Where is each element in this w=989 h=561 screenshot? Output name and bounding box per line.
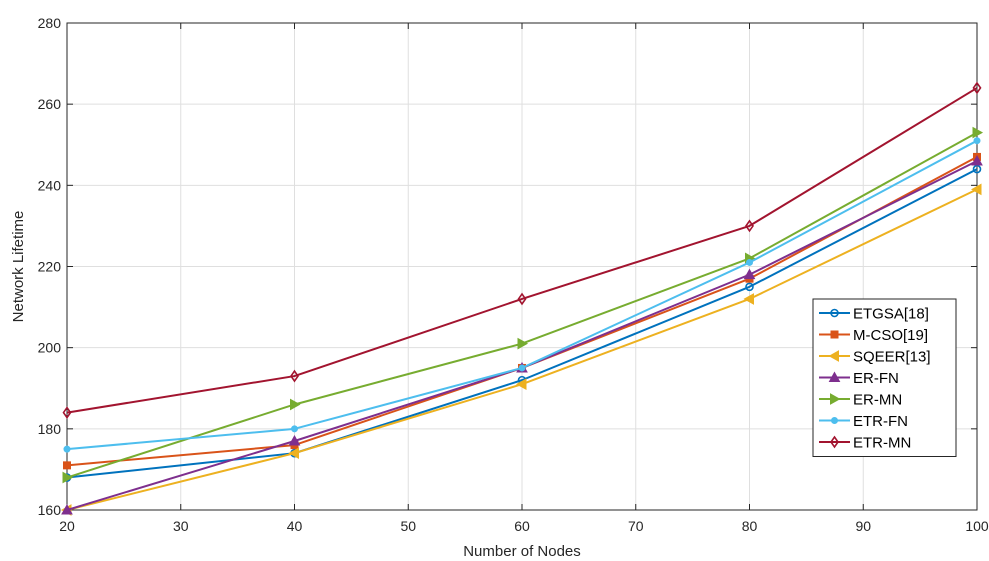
x-tick-label: 70 [628, 518, 644, 534]
data-point [290, 369, 299, 383]
legend-label: ETR-MN [853, 435, 911, 452]
legend-item: ER-MN [819, 392, 902, 409]
data-series [60, 81, 984, 516]
y-tick-label: 160 [38, 502, 62, 518]
data-point [972, 126, 984, 139]
y-tick-label: 200 [38, 340, 62, 356]
series-line [66, 87, 978, 414]
x-tick-label: 30 [173, 518, 189, 534]
data-point [972, 164, 982, 174]
x-tick-label: 60 [514, 518, 530, 534]
legend-label: ER-MN [853, 392, 902, 409]
y-tick-labels: 160 180 200 220 240 260 280 [38, 15, 62, 518]
legend-marker [828, 371, 841, 382]
y-tick-label: 240 [38, 177, 62, 193]
data-point [290, 398, 301, 411]
legend-item: SQEER[13] [819, 349, 931, 366]
x-tick-label: 50 [400, 518, 416, 534]
data-point [515, 378, 527, 391]
legend: ETGSA[18] M-CSO[19] SQEER[13] ER-FN ER-MN ETR… [812, 298, 957, 457]
legend-marker [828, 350, 839, 362]
y-tick-label: 220 [38, 259, 62, 275]
legend-item: ETR-MN [819, 435, 911, 452]
data-point [743, 293, 754, 305]
series-line [66, 168, 978, 479]
x-tick-label: 40 [287, 518, 303, 534]
legend-label: ER-FN [853, 370, 899, 387]
series-er-mn [62, 126, 984, 484]
y-axis-title: Network Lifetime [10, 211, 27, 323]
legend-marker [831, 417, 838, 424]
legend-marker [830, 330, 839, 339]
y-tick-label: 280 [38, 15, 62, 31]
data-point [61, 503, 73, 515]
data-point [745, 219, 754, 233]
x-tick-labels: 20 30 40 50 60 70 80 90 100 [59, 518, 989, 534]
data-point [746, 258, 753, 266]
legend-marker [830, 308, 839, 318]
legend-item: ETR-FN [819, 413, 908, 430]
legend-label: ETGSA[18] [853, 306, 929, 323]
legend-item: M-CSO[19] [819, 327, 928, 344]
legend-marker [830, 435, 839, 449]
data-point [517, 337, 529, 350]
series-etr-fn [63, 137, 981, 453]
data-point [973, 137, 981, 145]
data-point [291, 425, 298, 433]
data-point [63, 445, 71, 453]
data-point [62, 406, 72, 419]
x-tick-label: 90 [855, 518, 871, 534]
data-point [288, 447, 299, 460]
series-etr-mn [62, 81, 982, 419]
legend-item: ER-FN [819, 370, 899, 387]
x-tick-label: 80 [742, 518, 758, 534]
legend-label: SQEER[13] [853, 349, 931, 366]
data-point [971, 154, 983, 166]
x-tick-label: 100 [965, 518, 989, 534]
y-tick-label: 260 [38, 96, 62, 112]
data-point [288, 434, 301, 446]
data-point [970, 183, 982, 196]
data-point [743, 268, 756, 280]
x-axis-title: Number of Nodes [463, 543, 581, 560]
data-point [63, 461, 71, 470]
legend-label: ETR-FN [853, 413, 908, 430]
y-tick-label: 180 [38, 421, 62, 437]
axes [66, 22, 978, 511]
data-point [517, 292, 527, 306]
data-point [972, 81, 982, 95]
legend-label: M-CSO[19] [853, 327, 928, 344]
data-point [745, 282, 754, 292]
legend-item: ETGSA[18] [819, 306, 929, 323]
x-tick-label: 20 [59, 518, 75, 534]
data-point [62, 471, 74, 484]
legend-marker [830, 393, 841, 405]
data-point [518, 364, 526, 372]
